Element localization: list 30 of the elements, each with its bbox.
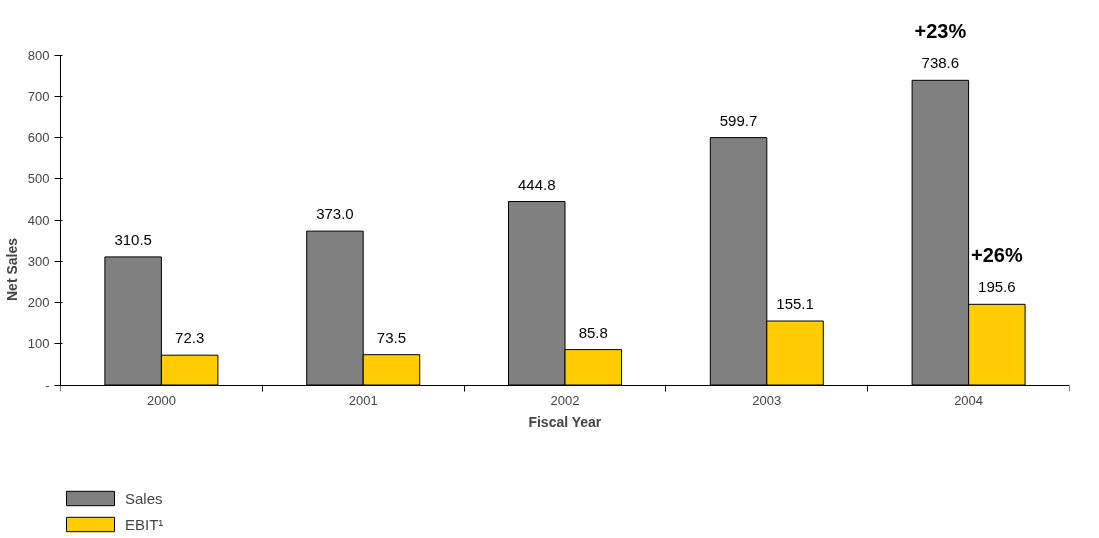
data-label: 195.6 xyxy=(978,278,1016,296)
y-tick-label: 600 xyxy=(27,130,50,145)
y-tick-label: 400 xyxy=(27,212,50,228)
data-label: 73.5 xyxy=(376,328,407,346)
annotation: +26% xyxy=(971,244,1023,267)
data-label: 738.6 xyxy=(921,54,960,72)
data-label: 310.5 xyxy=(114,230,152,248)
x-tick-label: 2002 xyxy=(550,393,580,408)
x-tick-label: 2001 xyxy=(348,393,378,408)
y-tick-label: - xyxy=(45,377,50,393)
data-label: 373.0 xyxy=(316,205,354,223)
x-tick-label: 2000 xyxy=(146,393,176,408)
legend-label: EBIT¹ xyxy=(125,515,164,533)
x-axis-title: Fiscal Year xyxy=(528,413,602,430)
data-label: 85.8 xyxy=(578,323,608,341)
y-tick-label: 300 xyxy=(27,253,50,269)
legend-label: Sales xyxy=(125,489,163,507)
data-label: 155.1 xyxy=(776,295,814,313)
y-tick-label: 700 xyxy=(27,88,50,104)
data-label: 599.7 xyxy=(719,111,758,129)
y-tick-label: 100 xyxy=(27,336,50,352)
y-tick-label: 500 xyxy=(27,171,50,187)
x-tick-label: 2004 xyxy=(954,393,984,408)
y-axis-title: Net Sales xyxy=(3,237,20,302)
x-tick-label: 2003 xyxy=(752,393,782,408)
data-label: 444.8 xyxy=(517,175,556,193)
data-label: 72.3 xyxy=(175,329,205,347)
y-tick-label: 200 xyxy=(27,295,50,310)
y-tick-label: 800 xyxy=(27,47,50,63)
text: +23% xyxy=(914,20,967,43)
